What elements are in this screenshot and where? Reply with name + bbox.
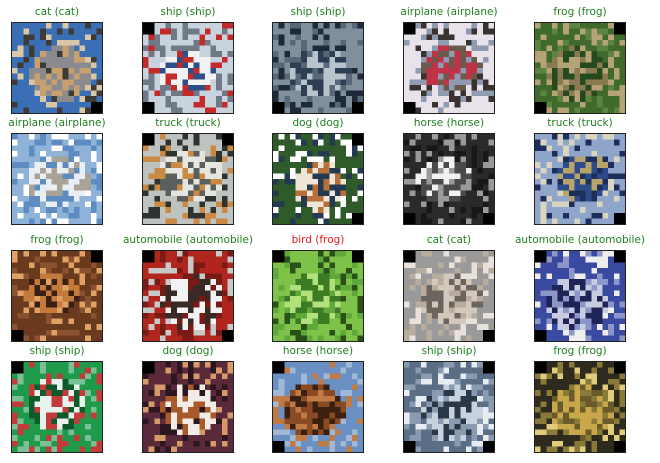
horse-photo	[404, 134, 494, 224]
thumbnail-image	[11, 22, 103, 114]
prediction-cell: ship (ship)	[403, 345, 495, 453]
prediction-cell: frog (frog)	[534, 345, 626, 453]
prediction-cell: bird (frog)	[272, 234, 364, 342]
frog-photo	[12, 251, 102, 341]
dog-photo	[273, 134, 363, 224]
prediction-label-correct: truck (truck)	[547, 117, 613, 129]
prediction-cell: dog (dog)	[272, 117, 364, 225]
prediction-label-correct: dog (dog)	[162, 345, 214, 357]
dog-photo	[143, 362, 233, 452]
automobile-photo	[535, 251, 625, 341]
automobile-photo	[143, 251, 233, 341]
thumbnail-image	[534, 133, 626, 225]
airplane-photo	[12, 134, 102, 224]
thumbnail-image	[142, 22, 234, 114]
prediction-cell: ship (ship)	[272, 6, 364, 114]
thumbnail-image	[403, 250, 495, 342]
cat-photo	[404, 251, 494, 341]
horse-photo	[273, 362, 363, 452]
thumbnail-image	[272, 250, 364, 342]
frog-photo	[273, 251, 363, 341]
thumbnail-image	[534, 361, 626, 453]
thumbnail-image	[272, 361, 364, 453]
thumbnail-image	[403, 361, 495, 453]
frog-photo	[535, 362, 625, 452]
prediction-label-correct: ship (ship)	[290, 6, 346, 18]
thumbnail-image	[272, 22, 364, 114]
prediction-cell: automobile (automobile)	[123, 234, 253, 342]
prediction-cell: airplane (airplane)	[400, 6, 498, 114]
prediction-label-correct: horse (horse)	[282, 345, 354, 357]
prediction-label-incorrect: bird (frog)	[291, 234, 345, 246]
prediction-label-correct: cat (cat)	[426, 234, 472, 246]
ship-photo	[143, 23, 233, 113]
prediction-cell: frog (frog)	[534, 6, 626, 114]
cat-photo	[12, 23, 102, 113]
truck-photo	[143, 134, 233, 224]
prediction-label-correct: frog (frog)	[30, 234, 84, 246]
prediction-cell: horse (horse)	[403, 117, 495, 225]
prediction-label-correct: airplane (airplane)	[8, 117, 106, 129]
prediction-cell: truck (truck)	[142, 117, 234, 225]
prediction-label-correct: cat (cat)	[34, 6, 80, 18]
prediction-cell: cat (cat)	[403, 234, 495, 342]
thumbnail-image	[534, 22, 626, 114]
thumbnail-image	[272, 133, 364, 225]
prediction-cell: dog (dog)	[142, 345, 234, 453]
thumbnail-image	[403, 133, 495, 225]
ship-photo	[404, 362, 494, 452]
prediction-label-correct: horse (horse)	[413, 117, 485, 129]
prediction-label-correct: dog (dog)	[292, 117, 344, 129]
thumbnail-image	[142, 361, 234, 453]
thumbnail-image	[534, 250, 626, 342]
airplane-photo	[404, 23, 494, 113]
prediction-label-correct: frog (frog)	[553, 345, 607, 357]
prediction-cell: frog (frog)	[11, 234, 103, 342]
frog-photo	[535, 23, 625, 113]
prediction-cell: ship (ship)	[142, 6, 234, 114]
thumbnail-image	[11, 250, 103, 342]
ship-photo	[273, 23, 363, 113]
thumbnail-image	[142, 250, 234, 342]
prediction-cell: cat (cat)	[11, 6, 103, 114]
prediction-label-correct: ship (ship)	[29, 345, 85, 357]
truck-photo	[535, 134, 625, 224]
prediction-cell: truck (truck)	[534, 117, 626, 225]
thumbnail-image	[403, 22, 495, 114]
prediction-cell: horse (horse)	[272, 345, 364, 453]
thumbnail-image	[142, 133, 234, 225]
thumbnail-image	[11, 133, 103, 225]
prediction-label-correct: ship (ship)	[160, 6, 216, 18]
prediction-label-correct: frog (frog)	[553, 6, 607, 18]
prediction-label-correct: truck (truck)	[155, 117, 221, 129]
thumbnail-image	[11, 361, 103, 453]
prediction-cell: automobile (automobile)	[515, 234, 645, 342]
prediction-cell: ship (ship)	[11, 345, 103, 453]
ship-photo	[12, 362, 102, 452]
prediction-cell: airplane (airplane)	[8, 117, 106, 225]
prediction-label-correct: automobile (automobile)	[122, 234, 253, 246]
prediction-label-correct: ship (ship)	[421, 345, 477, 357]
prediction-label-correct: automobile (automobile)	[514, 234, 645, 246]
prediction-label-correct: airplane (airplane)	[400, 6, 498, 18]
